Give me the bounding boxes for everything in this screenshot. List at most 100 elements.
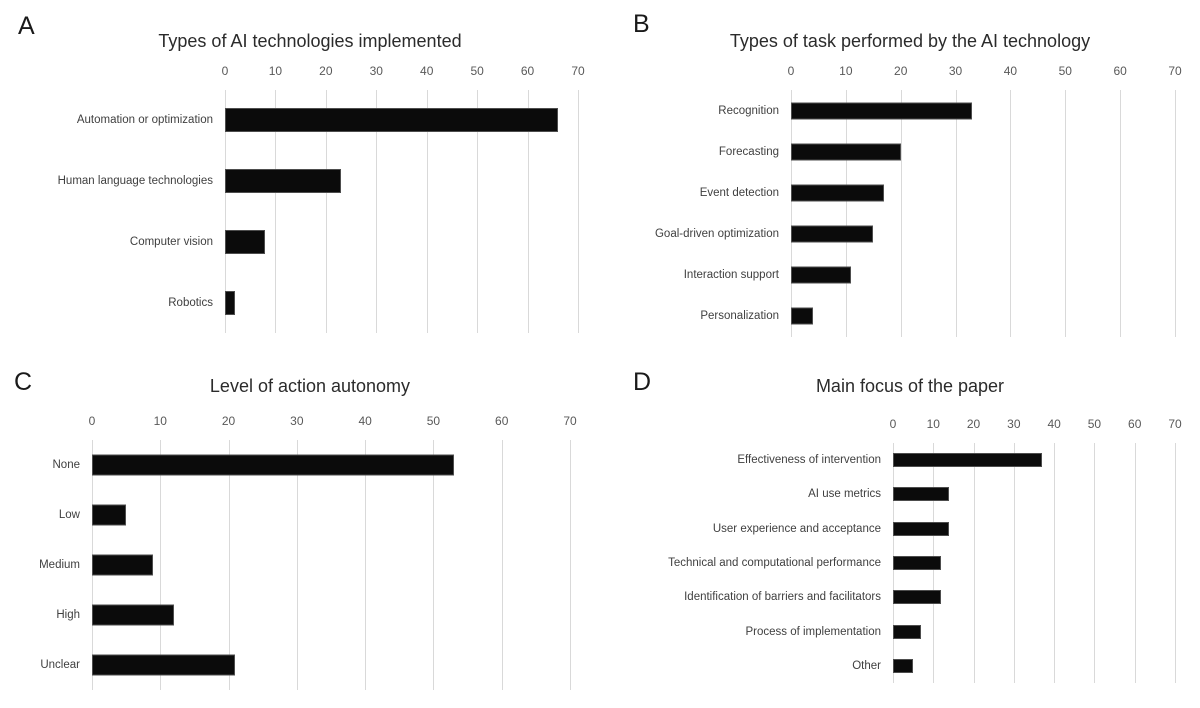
category-label: AI use metrics [808, 488, 881, 501]
bar [893, 521, 950, 536]
bar [791, 184, 885, 202]
category-label: Medium [39, 559, 80, 571]
bar [893, 658, 914, 673]
bar-row: Recognition [718, 90, 1175, 131]
x-tick-label: 60 [520, 64, 535, 78]
gridline [578, 90, 579, 333]
gridline [1094, 443, 1096, 683]
category-label: Automation or optimization [76, 114, 213, 127]
chart-title-d: Main focus of the paper [815, 376, 1005, 396]
bar-row: Robotics [168, 272, 578, 333]
category-label: Computer vision [129, 235, 213, 248]
panel-letter-a: A [18, 12, 35, 40]
bar [92, 654, 236, 676]
panel-d: D Main focus of the paper 0 10 20 30 40 50 60 7… [600, 354, 1200, 708]
gridline [1175, 90, 1176, 337]
bar [791, 266, 852, 284]
bar-rows: None Low Medium High Unclear [39, 440, 570, 690]
x-tick-label: 20 [894, 64, 908, 78]
category-label: User experience and acceptance [712, 522, 881, 535]
bar-row: Process of implementation [745, 614, 1175, 648]
x-tick-label: 40 [1047, 417, 1061, 431]
bar [893, 453, 1043, 468]
x-tick-label: 0 [889, 417, 897, 431]
x-tick-label: 60 [1113, 64, 1127, 78]
bar [225, 169, 341, 194]
x-tick-label: 70 [563, 414, 577, 428]
x-tick-label: 30 [290, 414, 304, 428]
x-tick-label: 40 [358, 414, 372, 428]
panel-letter-b: B [633, 10, 650, 38]
chart-title-c: Level of action autonomy [209, 376, 411, 396]
gridline [1065, 90, 1067, 337]
bar [893, 555, 942, 570]
x-tick-label: 40 [1003, 64, 1018, 78]
category-label: Human language technologies [57, 175, 213, 188]
x-tick-label: 40 [420, 64, 434, 78]
bar-row: Effectiveness of intervention [737, 443, 1175, 477]
category-label: Interaction support [683, 269, 779, 282]
x-tick-label: 50 [1087, 417, 1102, 431]
bar-rows: Effectiveness of intervention AI use metr… [668, 443, 1175, 683]
gridline [845, 90, 847, 337]
x-tick-label: 20 [221, 414, 236, 428]
bar [225, 290, 236, 315]
gridline [225, 90, 226, 333]
x-tick-label: 30 [948, 64, 963, 78]
plot-area-d: 0 10 20 30 40 50 60 70 Effectiveness of interven… [668, 417, 1182, 683]
panel-b: B Types of task performed by the AI tech… [600, 0, 1200, 354]
bar-row: Medium [39, 540, 570, 590]
chart-title-a: Types of AI technologies implemented [158, 31, 462, 51]
panel-c: C Level of action autonomy 0 10 20 30 40 50 60… [0, 354, 600, 708]
x-tick-label: 0 [787, 64, 795, 78]
gridline [1010, 90, 1012, 337]
x-tick-label: 70 [1168, 417, 1182, 431]
category-label: Other [852, 659, 881, 672]
bar [893, 590, 942, 605]
bar-row: Computer vision [130, 212, 578, 273]
bar-rows: Automation or optimization Human language… [58, 90, 578, 333]
gridlines [791, 90, 1176, 337]
gridline [900, 90, 902, 337]
gridline [160, 440, 162, 690]
x-axis-ticks: 0 10 20 30 40 50 60 70 [787, 64, 1182, 84]
category-label: High [56, 609, 80, 621]
panel-a: A Types of AI technologies implemented 0… [0, 0, 600, 354]
gridline [376, 90, 378, 333]
x-tick-label: 70 [1168, 64, 1182, 78]
bar-row: Other [852, 649, 1175, 683]
bar-rows: Recognition Forecasting Event detection Goa… [655, 90, 1175, 337]
bar-row: Identification of barriers and facilitat… [684, 580, 1175, 614]
gridline [228, 440, 230, 690]
gridline [501, 440, 503, 690]
bar-row: Low [59, 490, 570, 540]
category-label: Robotics [168, 296, 213, 309]
bar [791, 225, 874, 243]
gridline [296, 440, 298, 690]
x-tick-label: 50 [426, 414, 441, 428]
panel-letter-d: D [633, 368, 652, 396]
bar [92, 604, 174, 626]
bar-row: Goal-driven optimization [655, 214, 1175, 255]
bar-row: High [56, 590, 570, 640]
gridline [527, 90, 529, 333]
gridline [570, 440, 571, 690]
category-label: Process of implementation [745, 625, 881, 638]
x-tick-label: 20 [319, 64, 333, 78]
bar [791, 307, 813, 325]
bar-row: User experience and acceptance [713, 512, 1175, 546]
bar [225, 108, 558, 133]
category-label: Event detection [699, 186, 779, 199]
gridline [1054, 443, 1056, 683]
bar-row: Technical and computational performance [668, 546, 1175, 580]
x-axis-ticks: 0 10 20 30 40 50 60 70 [889, 417, 1182, 437]
bar [791, 143, 901, 161]
bar-row: Event detection [700, 172, 1175, 213]
x-tick-label: 0 [221, 64, 229, 78]
bar [893, 487, 950, 502]
x-tick-label: 60 [495, 414, 509, 428]
gridline [325, 90, 327, 333]
gridline [973, 443, 975, 683]
plot-area-a: 0 10 20 30 40 50 60 70 Automation or optimizatio… [58, 64, 585, 333]
bar [92, 504, 127, 526]
